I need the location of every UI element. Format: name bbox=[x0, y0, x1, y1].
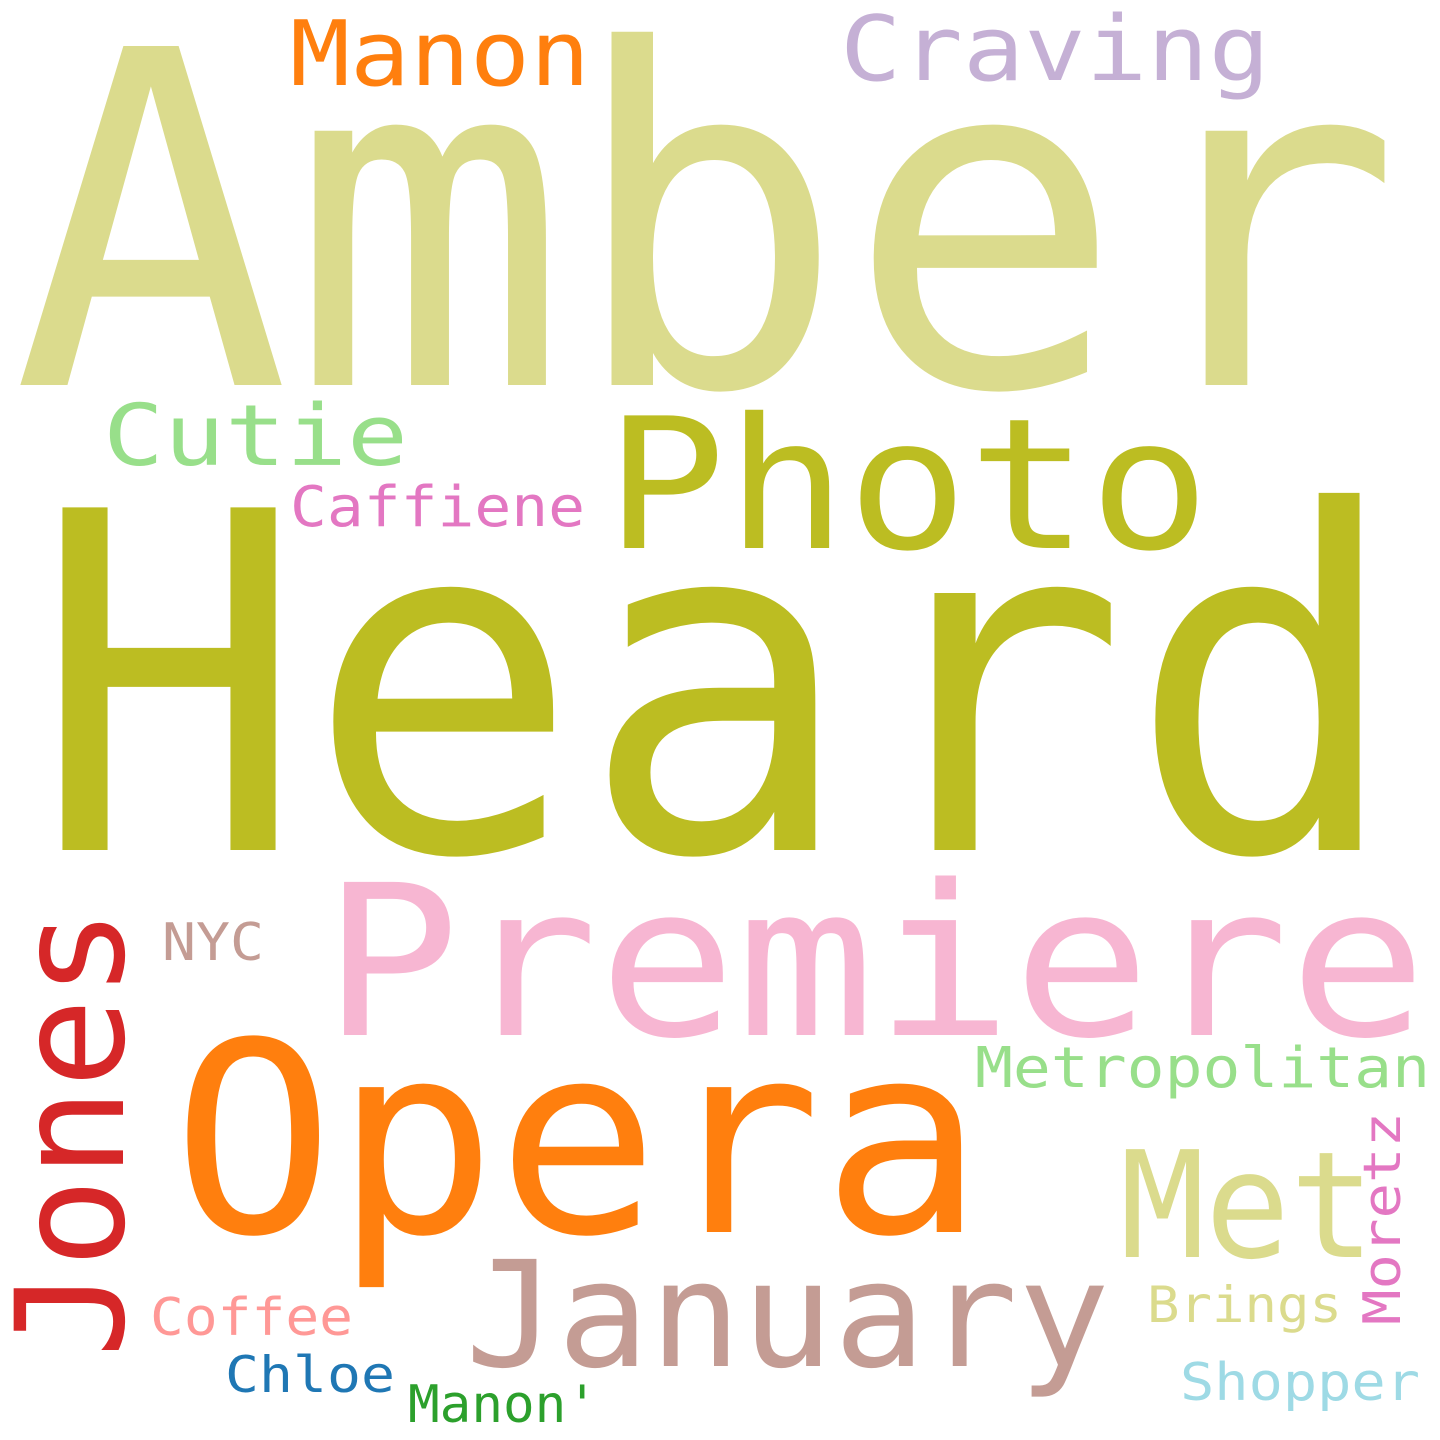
word-chloe: Chloe bbox=[225, 1346, 395, 1404]
word-amber: Amber bbox=[12, 0, 1402, 495]
word-coffee: Coffee bbox=[150, 1288, 353, 1348]
word-january: January bbox=[465, 1230, 1110, 1401]
word-premiere: Premiere bbox=[322, 840, 1427, 1085]
word-moretz: Moretz bbox=[1353, 1112, 1413, 1325]
word-craving: Craving bbox=[840, 0, 1270, 102]
word-metropolitan: Metropolitan bbox=[975, 1036, 1430, 1101]
word-caffiene: Caffiene bbox=[290, 475, 585, 540]
word-cutie: Cutie bbox=[103, 387, 408, 486]
word-met: Met bbox=[1120, 1120, 1375, 1292]
word-brings: Brings bbox=[1147, 1276, 1342, 1334]
word-manon-apostrophe: Manon' bbox=[408, 1375, 598, 1435]
word-shopper: Shopper bbox=[1180, 1353, 1420, 1413]
word-photo: Photo bbox=[605, 379, 1210, 591]
word-manon: Manon bbox=[290, 2, 590, 107]
word-nyc: NYC bbox=[162, 913, 264, 973]
word-opera: Opera bbox=[172, 987, 984, 1295]
word-heard: Heard bbox=[32, 414, 1402, 961]
word-jones: Jones bbox=[0, 908, 159, 1358]
